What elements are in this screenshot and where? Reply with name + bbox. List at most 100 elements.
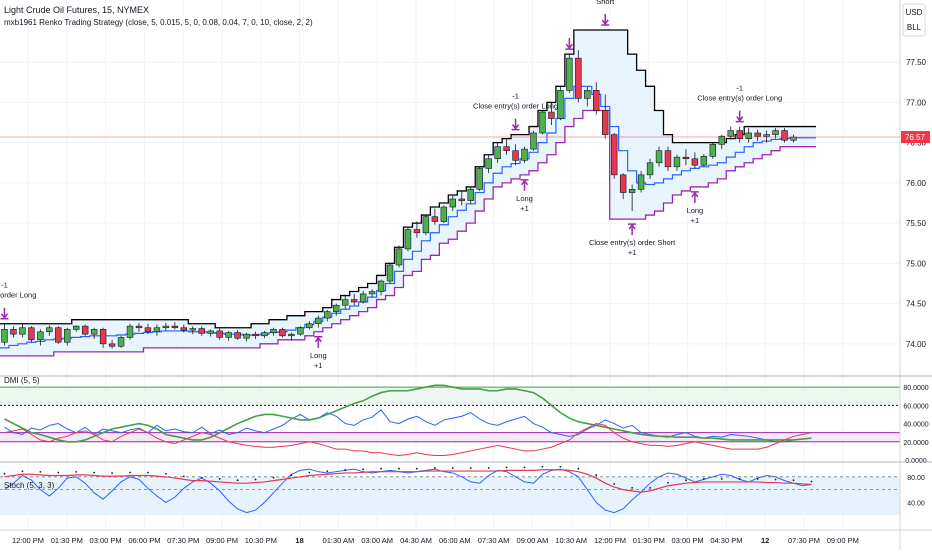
stoch-dot bbox=[559, 465, 562, 468]
candle-body bbox=[602, 110, 609, 135]
indicator-layer bbox=[0, 384, 900, 516]
candle-body bbox=[673, 156, 681, 168]
stoch-dot bbox=[433, 467, 436, 469]
last-price-tag bbox=[901, 131, 930, 144]
stoch-dot bbox=[254, 478, 257, 481]
candle-body bbox=[368, 291, 376, 295]
candle-body bbox=[557, 90, 564, 119]
candle-body bbox=[1, 329, 8, 343]
dmi-axis-tick: 80.0000 bbox=[903, 385, 928, 392]
candle-body bbox=[198, 328, 205, 334]
candle-body bbox=[171, 325, 179, 329]
symbol-title: Light Crude Oil Futures, 15, NYMEX bbox=[4, 5, 149, 15]
candle-body bbox=[548, 111, 555, 119]
candle-body bbox=[306, 323, 313, 329]
currency-button[interactable] bbox=[902, 3, 926, 37]
candle-body bbox=[386, 264, 394, 282]
candle-body bbox=[108, 343, 116, 347]
time-axis-tick: 07:30 AM bbox=[478, 536, 510, 545]
time-axis-tick: 09:00 PM bbox=[827, 536, 859, 545]
candle-body bbox=[476, 168, 483, 190]
signal-label: Long bbox=[310, 351, 327, 360]
price-axis-tick: 74.00 bbox=[906, 340, 927, 349]
currency-bll: BLL bbox=[907, 23, 922, 32]
stoch-axis-tick: 80.00 bbox=[907, 475, 925, 482]
stoch-axis-tick: 40.00 bbox=[907, 500, 925, 507]
time-axis-tick: 03:00 PM bbox=[90, 536, 122, 545]
candle-body bbox=[55, 327, 62, 343]
stoch-dot bbox=[39, 470, 42, 473]
candle-body bbox=[530, 132, 537, 150]
candle-body bbox=[28, 327, 35, 341]
dmi-series-line bbox=[4, 409, 812, 443]
candle-body bbox=[610, 134, 618, 176]
stoch-dot bbox=[577, 467, 580, 470]
price-axis-tick: 75.50 bbox=[906, 219, 927, 228]
signal-arrow-up bbox=[520, 179, 529, 191]
candle-body bbox=[691, 158, 699, 166]
stoch-fast-line bbox=[4, 468, 812, 514]
candle-body bbox=[593, 90, 600, 111]
time-axis-tick: 01:30 PM bbox=[633, 536, 665, 545]
dmi-axis-tick: 20.0000 bbox=[903, 440, 928, 447]
price-axis-tick: 77.00 bbox=[906, 98, 927, 107]
candle-body bbox=[162, 325, 170, 329]
candle-body bbox=[288, 333, 295, 337]
time-axis-tick: 06:00 PM bbox=[128, 536, 160, 545]
candle-body bbox=[709, 143, 717, 157]
signal-arrow-down bbox=[0, 307, 9, 320]
stoch-dot bbox=[111, 472, 113, 475]
stoch-dot bbox=[613, 483, 616, 485]
stoch-dot bbox=[810, 480, 813, 483]
signal-arrow-up bbox=[628, 223, 637, 236]
candle-body bbox=[395, 248, 403, 266]
candle-body bbox=[37, 331, 44, 341]
signal-arrow-up bbox=[690, 191, 699, 203]
candle-body bbox=[64, 329, 71, 343]
candle-body bbox=[503, 146, 510, 152]
candle-body bbox=[279, 329, 286, 337]
candle-body bbox=[315, 317, 322, 325]
signal-arrow-down bbox=[735, 110, 744, 123]
price-axis-tick: 77.50 bbox=[906, 58, 927, 67]
candle-body bbox=[494, 146, 501, 160]
stoch-dot bbox=[685, 479, 687, 482]
stoch-dot bbox=[290, 474, 293, 476]
stoch-dot bbox=[272, 476, 275, 479]
time-axis-tick: 12:00 PM bbox=[594, 536, 626, 545]
time-axis-tick: 07:30 PM bbox=[167, 536, 199, 545]
candle-body bbox=[637, 174, 645, 190]
stoch-dot bbox=[631, 486, 634, 489]
signal-label: +1 bbox=[628, 248, 637, 257]
signal-label: -1 bbox=[736, 84, 743, 93]
time-axis-tick: 04:30 AM bbox=[400, 536, 432, 545]
stoch-dot bbox=[308, 471, 311, 474]
candle-body bbox=[763, 134, 770, 137]
candle-body bbox=[216, 330, 223, 338]
price-axis-tick: 76.00 bbox=[906, 179, 927, 188]
candle-body bbox=[440, 206, 448, 222]
candle-body bbox=[270, 329, 277, 333]
candle-body bbox=[81, 325, 89, 335]
candle-body bbox=[297, 327, 304, 335]
signal-label: -1 bbox=[512, 92, 519, 101]
stoch-dot bbox=[75, 470, 78, 473]
stoch-dot bbox=[774, 478, 777, 481]
signal-label: Long bbox=[516, 194, 533, 203]
candle-body bbox=[72, 325, 80, 330]
candle-body bbox=[566, 57, 573, 91]
candle-body bbox=[333, 304, 340, 312]
stoch-dot bbox=[792, 479, 795, 482]
time-axis-tick: 07:30 PM bbox=[788, 536, 820, 545]
candle-body bbox=[324, 311, 331, 319]
candle-body bbox=[189, 328, 196, 331]
signal-label: +1 bbox=[520, 204, 529, 213]
time-axis-tick: 03:00 PM bbox=[672, 536, 704, 545]
signal-label: Close entry(s) order Long bbox=[473, 102, 558, 111]
stoch-dot bbox=[720, 478, 723, 480]
candle-body bbox=[521, 148, 528, 161]
candle-body bbox=[682, 156, 690, 160]
signal-arrow-down bbox=[511, 118, 520, 131]
